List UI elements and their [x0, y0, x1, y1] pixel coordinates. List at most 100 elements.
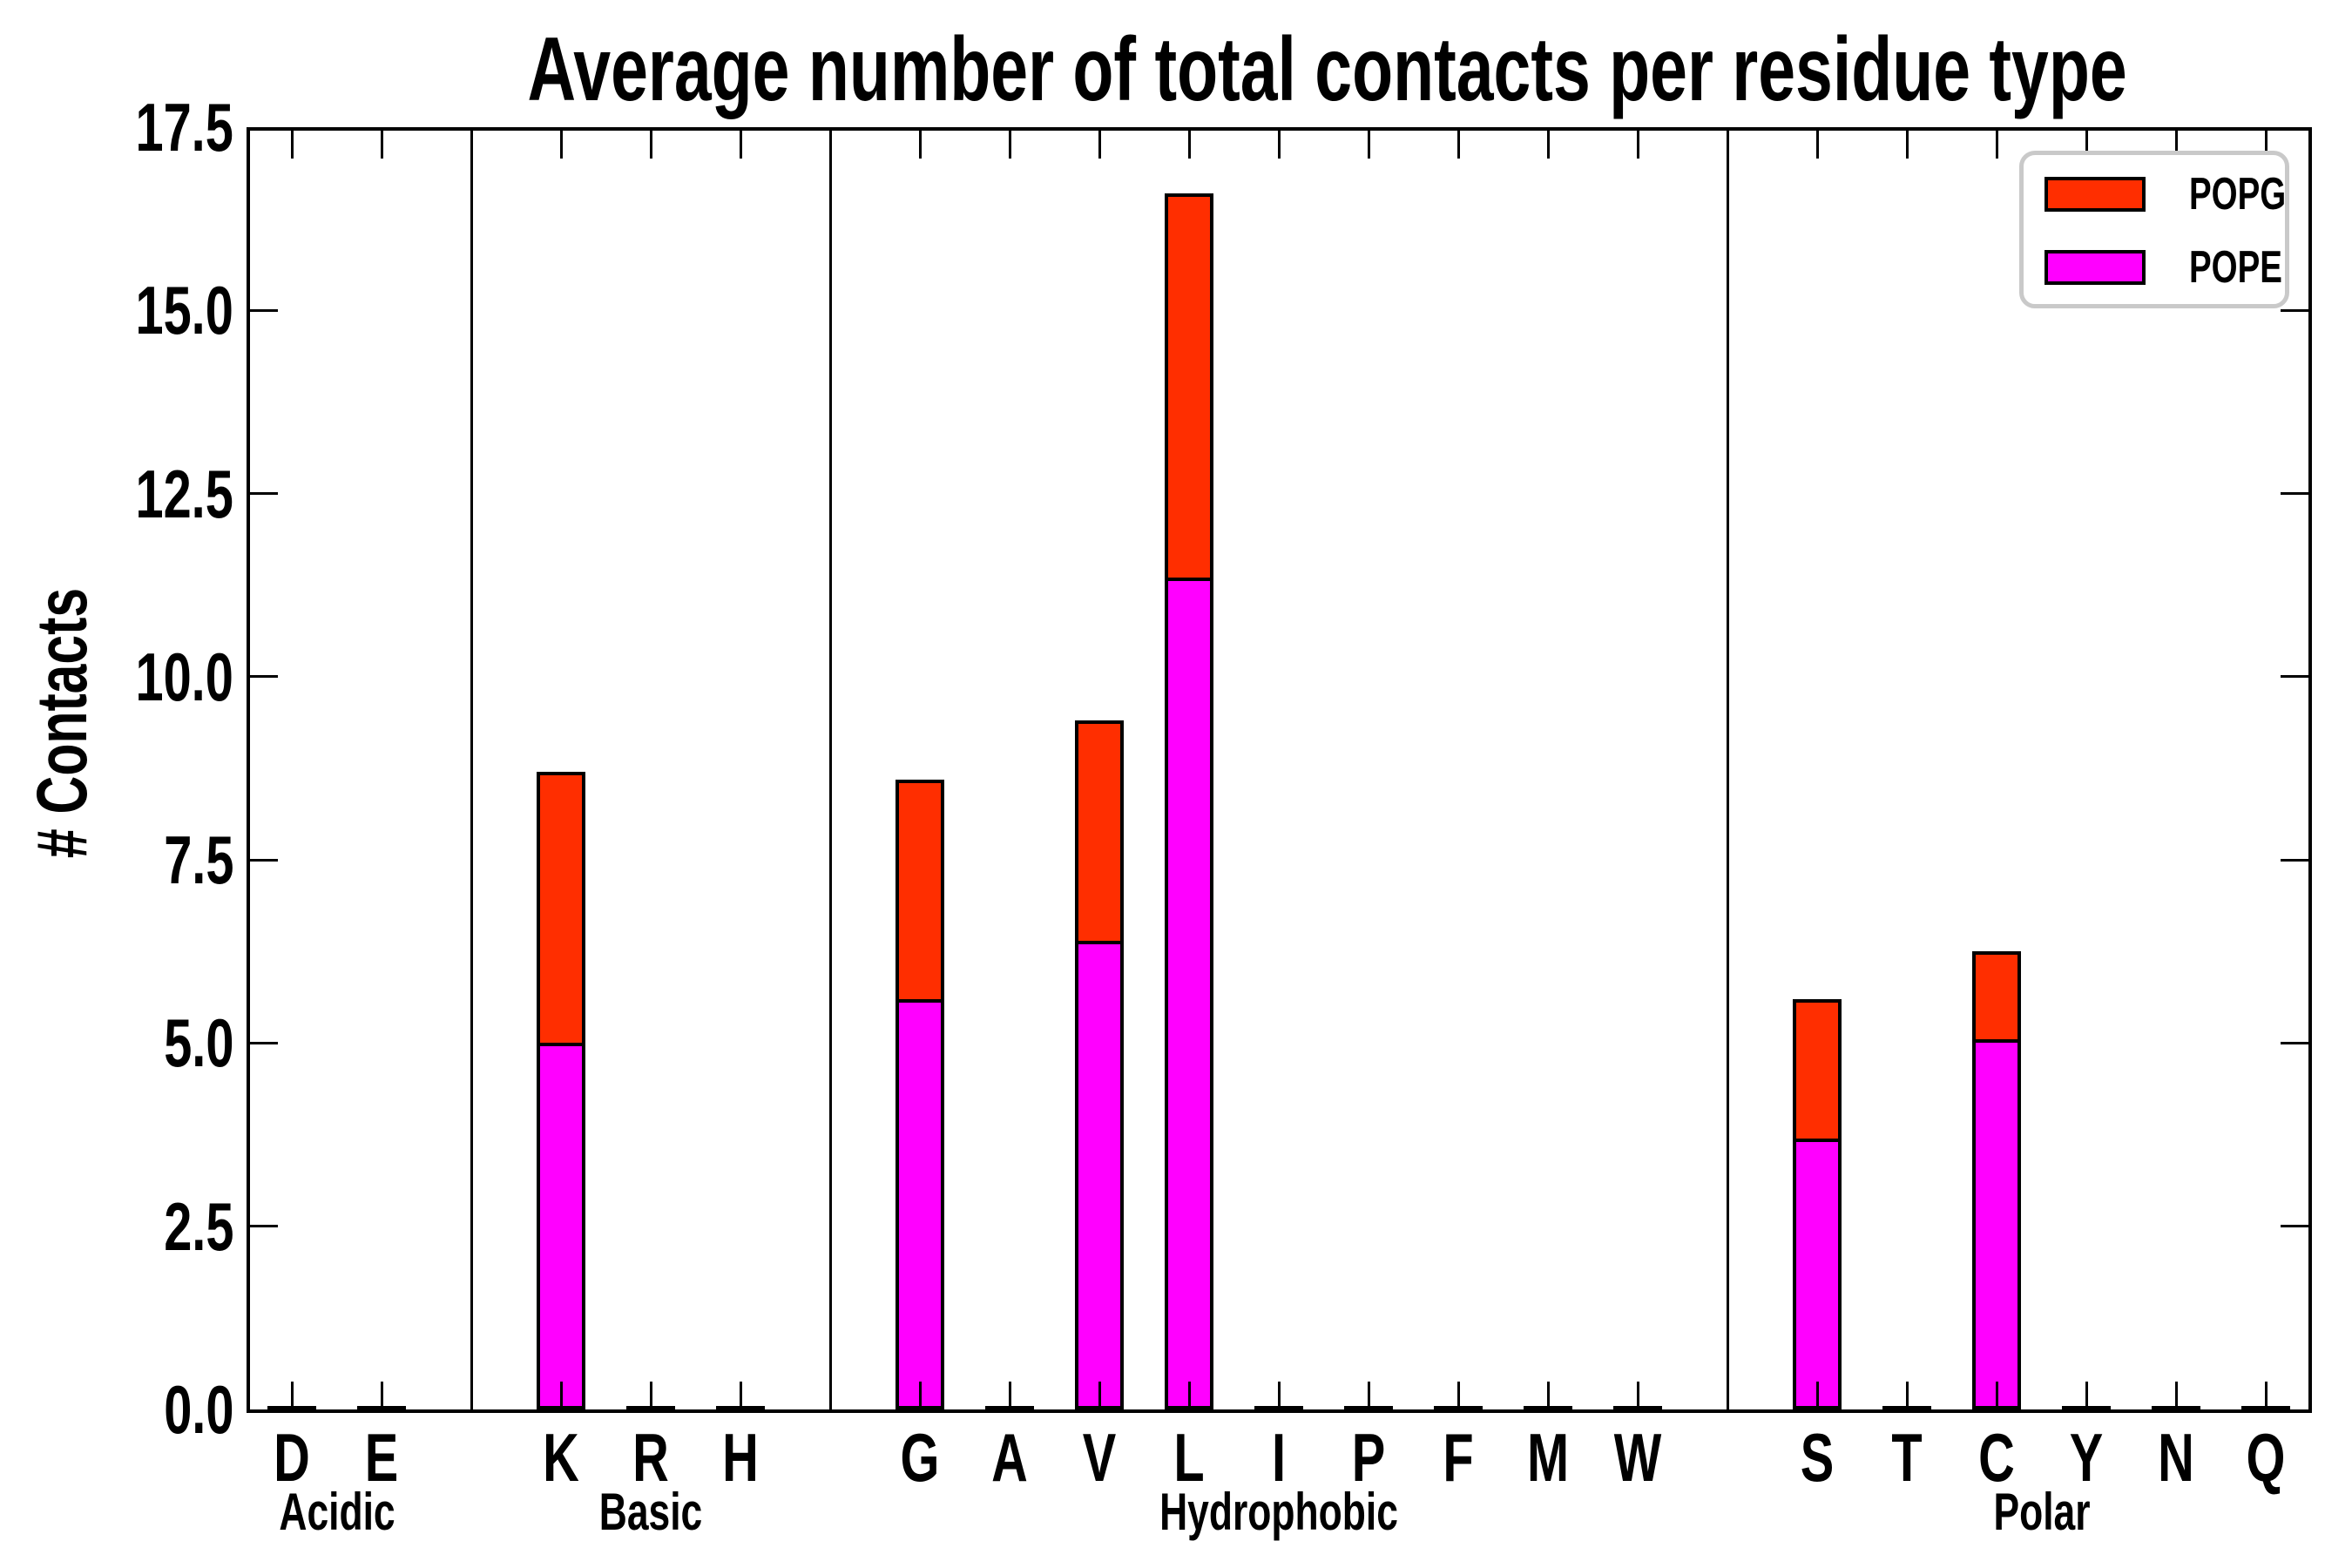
x-tick-bottom-L: [1187, 1382, 1191, 1409]
y-tick-label-17.5: 17.5: [35, 93, 233, 161]
y-tick-left-7.5: [250, 858, 278, 862]
y-tick-right-15.0: [2281, 308, 2308, 312]
y-tick-right-7.5: [2281, 858, 2308, 862]
x-tick-bottom-D: [290, 1382, 294, 1409]
legend-label-pope: POPE: [2189, 242, 2282, 293]
x-tick-bottom-E: [380, 1382, 383, 1409]
x-label-text: E: [364, 1419, 399, 1496]
y-tick-label-text: 2.5: [163, 1187, 233, 1265]
group-divider: [1726, 131, 1729, 1409]
x-label-text: Q: [2246, 1419, 2286, 1496]
bar-L-pope: [1165, 578, 1213, 1409]
x-tick-top-Q: [2264, 131, 2268, 159]
x-tick-bottom-I: [1277, 1382, 1281, 1409]
x-label-text: D: [274, 1419, 310, 1496]
bar-C-pope: [1972, 1039, 2021, 1409]
legend-swatch-popg: [2044, 177, 2146, 212]
x-tick-bottom-N: [2174, 1382, 2178, 1409]
x-label-I: I: [1269, 1423, 1288, 1491]
x-tick-top-N: [2174, 131, 2178, 159]
x-tick-top-T: [1905, 131, 1909, 159]
y-tick-label-0.0: 0.0: [35, 1375, 233, 1443]
x-tick-bottom-T: [1905, 1382, 1909, 1409]
x-label-M: M: [1520, 1423, 1577, 1491]
y-tick-label-text: 12.5: [135, 455, 233, 532]
x-tick-top-P: [1367, 131, 1370, 159]
x-label-text: A: [991, 1419, 1028, 1496]
group-label-text: Basic: [598, 1483, 703, 1541]
x-label-D: D: [267, 1423, 316, 1491]
x-tick-bottom-Y: [2085, 1382, 2088, 1409]
bottom-spine: [247, 1409, 2312, 1413]
chart-title: Average number of total contacts per res…: [247, 24, 2312, 115]
x-tick-top-I: [1277, 131, 1281, 159]
x-tick-top-A: [1008, 131, 1011, 159]
y-tick-right-5.0: [2281, 1041, 2308, 1044]
bar-K-pope: [537, 1043, 585, 1409]
x-label-A: A: [985, 1423, 1034, 1491]
group-label-hydrophobic: Hydrophobic: [1118, 1486, 1440, 1538]
x-label-P: P: [1346, 1423, 1391, 1491]
x-tick-top-H: [739, 131, 742, 159]
x-label-text: I: [1271, 1419, 1287, 1496]
group-label-polar: Polar: [1976, 1486, 2106, 1538]
chart-title-text: Average number of total contacts per res…: [527, 19, 2127, 120]
x-tick-top-E: [380, 131, 383, 159]
group-label-text: Acidic: [278, 1483, 395, 1541]
group-label-text: Polar: [1992, 1483, 2091, 1541]
x-tick-top-D: [290, 131, 294, 159]
x-tick-top-W: [1636, 131, 1639, 159]
y-tick-label-2.5: 2.5: [35, 1193, 233, 1260]
y-tick-label-text: 17.5: [135, 89, 233, 166]
left-spine: [247, 127, 250, 1413]
y-tick-label-text: 7.5: [163, 821, 233, 899]
x-label-R: R: [626, 1423, 675, 1491]
x-tick-bottom-C: [1995, 1382, 1998, 1409]
x-tick-bottom-P: [1367, 1382, 1370, 1409]
x-tick-bottom-Q: [2264, 1382, 2268, 1409]
top-spine: [247, 127, 2312, 131]
y-tick-right-12.5: [2281, 492, 2308, 496]
x-tick-bottom-K: [559, 1382, 563, 1409]
x-tick-bottom-S: [1815, 1382, 1819, 1409]
x-label-C: C: [1972, 1423, 2021, 1491]
y-tick-right-2.5: [2281, 1225, 2308, 1228]
bar-K-popg: [537, 772, 585, 1047]
bar-S-pope: [1793, 1138, 1842, 1409]
bar-G-popg: [896, 779, 944, 1003]
x-tick-top-C: [1995, 131, 1998, 159]
y-tick-label-7.5: 7.5: [35, 826, 233, 894]
x-label-Y: Y: [2064, 1423, 2109, 1491]
legend-swatch-pope: [2044, 250, 2146, 285]
y-axis-label: # Contacts: [23, 587, 102, 859]
x-tick-top-R: [649, 131, 652, 159]
x-tick-bottom-A: [1008, 1382, 1011, 1409]
y-tick-left-15.0: [250, 308, 278, 312]
legend: POPG POPE: [2019, 151, 2289, 308]
x-label-text: Y: [2069, 1419, 2104, 1496]
legend-label-popg: POPG: [2189, 169, 2287, 220]
y-tick-label-text: 0.0: [163, 1371, 233, 1448]
x-label-W: W: [1605, 1423, 1670, 1491]
bar-V-popg: [1075, 720, 1124, 944]
x-label-text: K: [543, 1419, 579, 1496]
x-label-T: T: [1886, 1423, 1928, 1491]
x-label-text: G: [900, 1419, 940, 1496]
x-tick-top-S: [1815, 131, 1819, 159]
x-label-L: L: [1168, 1423, 1210, 1491]
x-tick-bottom-R: [649, 1382, 652, 1409]
x-tick-bottom-W: [1636, 1382, 1639, 1409]
x-label-H: H: [716, 1423, 765, 1491]
bar-C-popg: [1972, 951, 2021, 1044]
group-label-text: Hydrophobic: [1159, 1483, 1398, 1541]
bar-S-popg: [1793, 998, 1842, 1142]
x-tick-bottom-V: [1098, 1382, 1101, 1409]
x-tick-bottom-M: [1546, 1382, 1550, 1409]
y-tick-label-10.0: 10.0: [35, 643, 233, 711]
x-label-text: W: [1613, 1419, 1662, 1496]
y-tick-left-2.5: [250, 1225, 278, 1228]
y-tick-right-10.0: [2281, 675, 2308, 679]
x-label-E: E: [359, 1423, 404, 1491]
x-tick-bottom-F: [1456, 1382, 1460, 1409]
x-label-F: F: [1437, 1423, 1479, 1491]
